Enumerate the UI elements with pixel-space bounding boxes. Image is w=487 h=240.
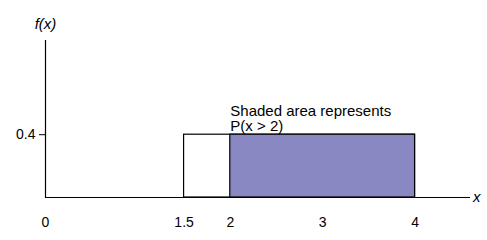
svg-text:0: 0	[42, 214, 50, 230]
svg-text:f(x): f(x)	[35, 15, 57, 32]
svg-text:2: 2	[226, 214, 234, 230]
svg-text:1.5: 1.5	[174, 214, 194, 230]
svg-text:0.4: 0.4	[16, 126, 36, 142]
svg-text:4: 4	[411, 214, 419, 230]
svg-text:Shaded area representsP(x > 2): Shaded area representsP(x > 2)	[230, 102, 391, 134]
svg-text:3: 3	[319, 214, 327, 230]
svg-text:x: x	[472, 188, 481, 205]
